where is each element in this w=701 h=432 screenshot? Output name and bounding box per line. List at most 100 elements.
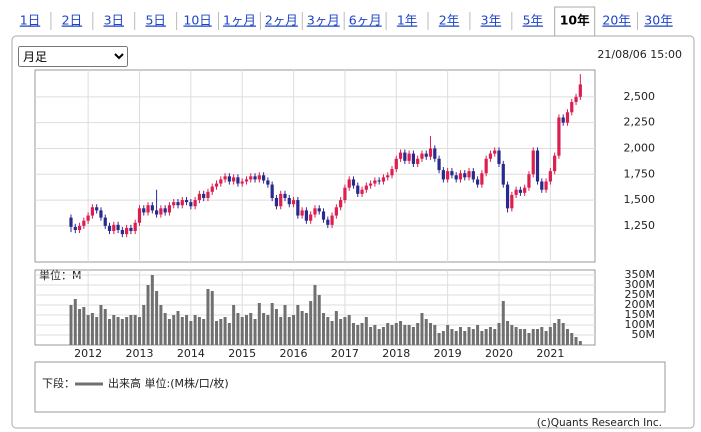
candle-body [390, 169, 394, 176]
volume-bar [78, 309, 82, 345]
tab[interactable]: 2ヶ月 [265, 13, 298, 28]
tab[interactable]: 2日 [62, 13, 82, 28]
volume-bar [300, 311, 304, 345]
candle-body [360, 189, 364, 194]
volume-bar [146, 285, 150, 345]
tab[interactable]: 5日 [145, 13, 165, 28]
volume-bar [86, 315, 90, 345]
volume-bar [279, 317, 283, 345]
candle-body [428, 148, 433, 157]
candle-body [574, 96, 578, 102]
candle-body [394, 158, 398, 170]
active-tab-box [554, 6, 596, 37]
candle-body [99, 210, 103, 218]
tab[interactable]: 3年 [481, 13, 501, 28]
x-tick-label: 2017 [331, 347, 359, 360]
candle-body [249, 176, 253, 180]
candle-body [347, 179, 351, 188]
candle-body [523, 187, 527, 193]
volume-bar [313, 285, 317, 345]
tab[interactable]: 2年 [439, 13, 459, 28]
volume-bar [467, 327, 471, 345]
candle-body [172, 202, 176, 206]
volume-bar [244, 315, 248, 345]
volume-bar [210, 291, 214, 345]
candle-body [206, 191, 210, 198]
volume-bar [227, 323, 231, 345]
candle-body [313, 208, 317, 215]
volume-bar [531, 329, 535, 345]
tab[interactable]: 3ヶ月 [307, 13, 340, 28]
tab[interactable]: 10日 [183, 13, 211, 28]
candle-body [219, 179, 223, 184]
tab[interactable]: 10年 [560, 13, 590, 28]
volume-bar [167, 319, 171, 345]
volume-bar [574, 337, 578, 345]
tab[interactable]: 3日 [104, 13, 124, 28]
tab[interactable]: 1ヶ月 [223, 13, 256, 28]
volume-bar [253, 319, 257, 345]
legend-prefix: 下段： [42, 376, 75, 390]
volume-bar [317, 295, 321, 345]
candle-body [180, 200, 184, 206]
candle-body [441, 170, 445, 180]
volume-bar [557, 319, 561, 345]
candle-body [193, 200, 197, 207]
candle-body [463, 173, 467, 178]
candle-body [386, 175, 390, 178]
candle-body [471, 171, 475, 180]
volume-bar [330, 321, 334, 345]
volume-bar [493, 329, 497, 345]
period-select[interactable]: 月足 [18, 46, 128, 67]
candle-body [197, 193, 201, 201]
candle-body [518, 189, 522, 193]
volume-bar [343, 317, 347, 345]
candle-body [497, 150, 501, 164]
volume-bar [270, 303, 274, 345]
volume-bar [347, 315, 351, 345]
candle-body [176, 202, 180, 206]
candle-body [270, 184, 274, 198]
candle-body [535, 150, 540, 182]
volume-bar [501, 301, 505, 345]
x-tick-label: 2020 [485, 347, 513, 360]
tab[interactable]: 6ヶ月 [349, 13, 382, 28]
volume-bar [163, 313, 167, 345]
tab[interactable]: 1日 [20, 13, 40, 28]
volume-bar [506, 321, 510, 345]
candle-body [214, 183, 219, 187]
volume-bar [390, 325, 394, 345]
volume-bar [137, 317, 141, 345]
tab[interactable]: 5年 [523, 13, 543, 28]
volume-bar [416, 323, 420, 345]
volume-bar [296, 305, 300, 345]
volume-bar [403, 325, 407, 345]
candle-body [69, 217, 73, 227]
volume-bar [497, 323, 501, 345]
y-tick-label: 100M [625, 318, 656, 331]
tab[interactable]: 20年 [602, 13, 630, 28]
candle-body [82, 220, 86, 226]
volume-bar [180, 317, 184, 345]
volume-bar [518, 329, 522, 345]
y-tick-label: 2,500 [624, 90, 656, 103]
candle-body [202, 193, 206, 198]
volume-bar [120, 319, 124, 345]
candle-body [480, 173, 484, 185]
candle-body [433, 148, 437, 159]
tab[interactable]: 1年 [397, 13, 417, 28]
volume-bar [377, 329, 381, 345]
tab[interactable]: 30年 [644, 13, 672, 28]
volume-bar [116, 317, 120, 345]
y-tick-label: 300M [625, 278, 656, 291]
candle-body [553, 155, 557, 172]
volume-bar [99, 305, 103, 345]
candle-body [330, 215, 334, 225]
candle-body [343, 187, 347, 201]
volume-bar [112, 315, 116, 345]
candle-body [540, 181, 544, 190]
candle-body [163, 208, 167, 213]
candle-body [493, 150, 497, 154]
volume-bar [232, 305, 236, 345]
candle-body [103, 217, 107, 226]
